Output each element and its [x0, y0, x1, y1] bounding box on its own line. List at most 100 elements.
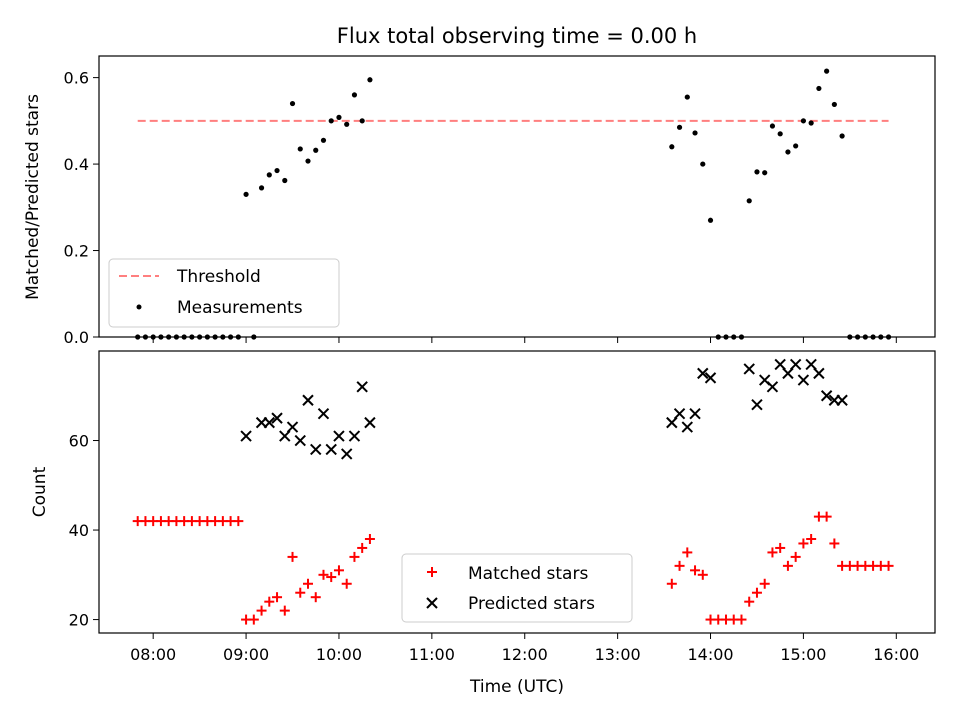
- threshold-legend-label: Threshold: [176, 267, 261, 287]
- measurement-point: [684, 94, 690, 100]
- matched-stars-point: [798, 538, 809, 549]
- matched-stars-point: [364, 534, 375, 544]
- predicted-stars-point: [286, 421, 299, 433]
- matched-stars-point: [751, 587, 762, 598]
- matched-stars-point: [264, 596, 275, 607]
- measurement-point: [282, 177, 288, 184]
- predicted-stars-point: [820, 390, 833, 402]
- measurement-point: [258, 185, 265, 191]
- predicted-stars-point: [333, 430, 345, 442]
- matched-stars-point: [287, 551, 298, 562]
- measurement-point: [351, 92, 358, 98]
- measurement-point: [676, 124, 683, 130]
- ratio-axes-frame: [98, 55, 936, 338]
- ratio-y-tick-label: 0.4: [64, 155, 89, 174]
- matched-stars-point: [248, 614, 259, 625]
- count-panel: 20 40 60 08:00 09:00 10:00 11:00 12:00 13:00 14:…: [30, 350, 936, 697]
- ratio-legend: Threshold Measurements: [108, 258, 340, 328]
- measurement-point: [816, 85, 822, 92]
- ratio-x-ticks: [152, 337, 897, 343]
- count-y-tick-label: 20: [69, 611, 89, 630]
- predicted-stars-point: [681, 421, 694, 433]
- count-axes-frame: [98, 350, 936, 634]
- matched-stars-point: [349, 551, 360, 562]
- predicted-stars-point: [751, 399, 763, 411]
- measurement-point: [746, 198, 752, 204]
- predicted-stars-point: [294, 434, 306, 447]
- chart-title: Flux total observing time = 0.00 h: [337, 24, 697, 48]
- predicted-stars-point: [348, 430, 361, 442]
- matched-stars-point: [744, 596, 755, 607]
- matched-stars-point: [674, 560, 685, 571]
- predicted-stars-point: [782, 367, 794, 380]
- matched-stars-point: [318, 569, 329, 580]
- predicted-stars-legend-icon: [426, 597, 438, 609]
- measurement-point: [305, 158, 311, 164]
- measurement-point: [839, 133, 845, 139]
- ratio-y-tick-label: 0.2: [64, 242, 89, 261]
- measurement-point: [824, 68, 830, 74]
- matched-stars-point: [310, 592, 321, 603]
- matched-stars-point: [295, 587, 306, 598]
- predicted-stars-point: [689, 407, 701, 420]
- x-tick-label: 08:00: [130, 645, 176, 664]
- measurement-point: [243, 191, 249, 197]
- measurement-point: [344, 121, 350, 127]
- measurement-point: [831, 101, 837, 108]
- matched-stars-legend-icon: [427, 567, 437, 577]
- measurement-point: [769, 123, 776, 129]
- matched-stars-point: [806, 534, 817, 544]
- measurement-point: [707, 217, 714, 223]
- matched-stars-point: [272, 592, 283, 603]
- predicted-stars-legend-label: Predicted stars: [468, 594, 595, 614]
- predicted-stars-point: [673, 407, 686, 420]
- predicted-stars-point: [774, 358, 786, 371]
- predicted-stars-point: [704, 372, 717, 384]
- predicted-stars-point: [240, 430, 252, 442]
- predicted-stars-point: [813, 367, 825, 380]
- measurement-point: [289, 100, 296, 107]
- count-legend-box: [401, 553, 633, 623]
- count-y-tick-label: 60: [69, 432, 89, 451]
- measurement-point: [359, 118, 365, 124]
- ratio-y-axis-label: Matched/Predicted stars: [23, 94, 43, 300]
- measurement-point: [297, 146, 303, 152]
- measurement-point: [800, 118, 807, 124]
- count-y-axis-label: Count: [30, 466, 50, 517]
- matched-stars-point: [279, 605, 290, 616]
- ratio-panel: 0.0 0.2 0.4 0.6 Matched/Predicted stars Thr…: [23, 55, 936, 347]
- measurement-point: [669, 144, 675, 150]
- measurement-point: [274, 167, 280, 174]
- ratio-y-ticks: 0.0 0.2 0.4 0.6: [64, 69, 99, 347]
- count-legend: Matched stars Predicted stars: [401, 553, 633, 623]
- matched-stars-point: [326, 572, 337, 583]
- predicted-stars-point: [364, 416, 376, 429]
- matched-stars-point: [736, 614, 747, 625]
- x-tick-label: 15:00: [780, 645, 826, 664]
- matched-stars-point: [690, 565, 701, 576]
- predicted-stars-point: [263, 416, 276, 429]
- predicted-stars-point: [271, 412, 283, 424]
- predicted-stars-point: [340, 448, 353, 460]
- count-y-tick-label: 40: [69, 521, 89, 540]
- ratio-legend-box: [108, 258, 340, 328]
- x-tick-label: 10:00: [316, 645, 362, 664]
- measurement-point: [266, 172, 272, 178]
- count-x-ticks: 08:00 09:00 10:00 11:00 12:00 13:00 14:00 15:00…: [130, 633, 919, 664]
- x-tick-label: 16:00: [873, 645, 919, 664]
- matched-stars-point: [333, 565, 344, 576]
- matched-stars-point: [883, 560, 894, 571]
- predicted-stars-point: [766, 381, 779, 393]
- matched-stars-point: [829, 538, 840, 549]
- matched-stars-point: [256, 605, 267, 616]
- measurements-legend-label: Measurements: [177, 298, 303, 318]
- matched-stars-point: [821, 511, 832, 522]
- matched-stars-point: [782, 560, 793, 571]
- measurement-point: [785, 149, 791, 155]
- count-marks: [132, 358, 894, 625]
- predicted-stars-point: [797, 374, 810, 386]
- predicted-stars-point: [317, 407, 330, 420]
- matched-stars-point: [666, 578, 677, 589]
- measurement-point: [336, 114, 342, 120]
